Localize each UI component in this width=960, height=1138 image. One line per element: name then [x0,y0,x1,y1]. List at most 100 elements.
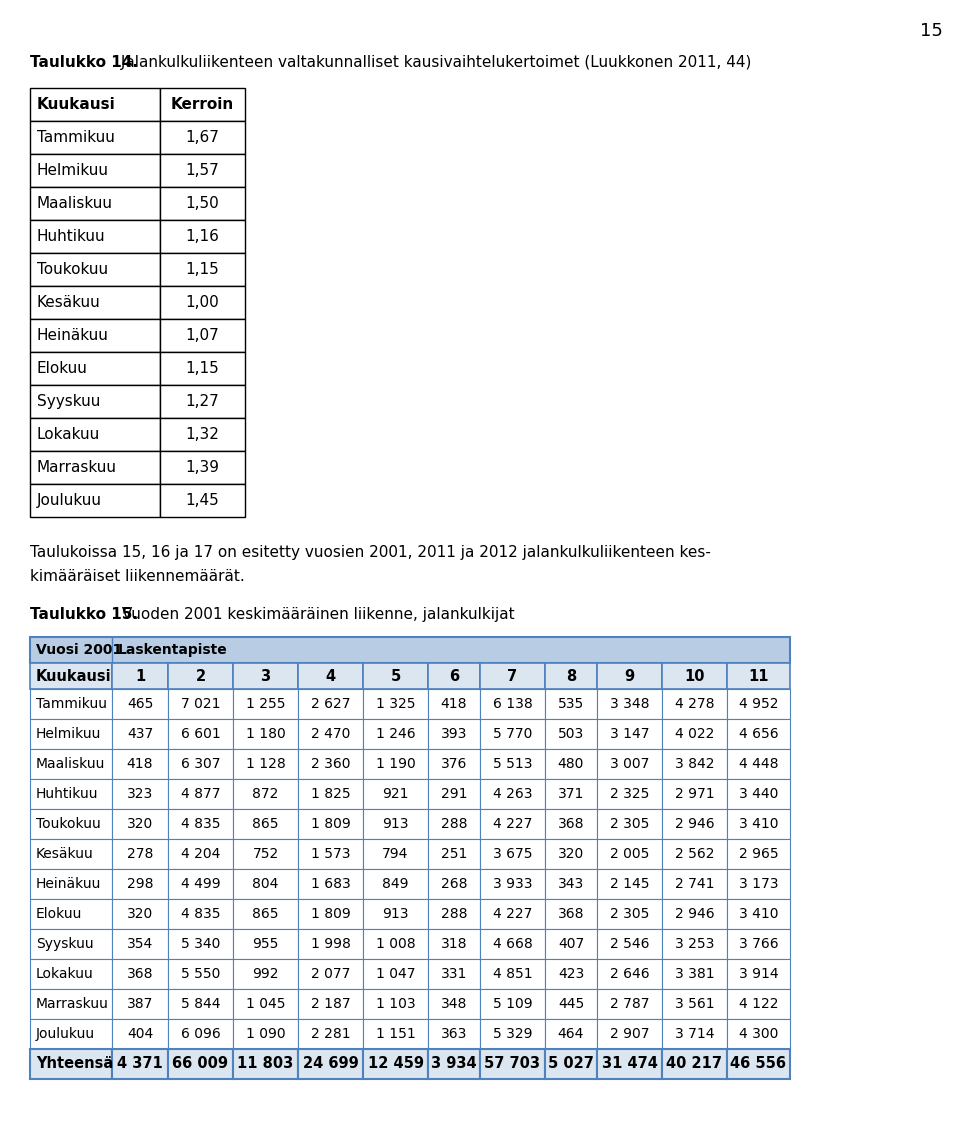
Text: 323: 323 [127,787,154,801]
Bar [662,719,727,749]
Bar [30,484,160,517]
Text: Maaliskuu: Maaliskuu [36,757,106,772]
Text: 348: 348 [441,997,468,1011]
Bar [160,385,245,418]
Text: 3 842: 3 842 [675,757,714,772]
Bar [30,121,160,154]
Text: 3 914: 3 914 [738,967,779,981]
Text: 2 946: 2 946 [675,907,714,921]
Bar [662,780,727,809]
Bar [298,1049,363,1079]
Text: 1 090: 1 090 [246,1026,285,1041]
Text: 872: 872 [252,787,278,801]
Bar [112,780,168,809]
Text: 343: 343 [558,877,584,891]
Text: 1 151: 1 151 [375,1026,416,1041]
Text: 11 803: 11 803 [237,1056,294,1072]
Bar [428,719,480,749]
Bar [597,688,662,719]
Text: 4 877: 4 877 [180,787,220,801]
Text: 15: 15 [920,22,943,40]
Text: Laskentapiste: Laskentapiste [118,643,228,657]
Bar [168,1019,233,1049]
Text: 3 410: 3 410 [739,817,779,831]
Text: Marraskuu: Marraskuu [36,997,108,1011]
Text: Yhteensä: Yhteensä [36,1056,113,1072]
Bar [160,418,245,451]
Bar [112,719,168,749]
Text: Huhtikuu: Huhtikuu [37,229,106,244]
Bar [30,899,112,929]
Text: 4 371: 4 371 [117,1056,163,1072]
Text: 4 656: 4 656 [738,727,779,741]
Text: 1,07: 1,07 [185,328,220,343]
Bar [168,749,233,780]
Bar [480,929,545,959]
Text: 3 440: 3 440 [739,787,779,801]
Text: Lokakuu: Lokakuu [37,427,100,442]
Text: 4 227: 4 227 [492,907,532,921]
Text: 992: 992 [252,967,278,981]
Bar [112,1049,168,1079]
Text: 1,45: 1,45 [185,493,220,508]
Bar [298,780,363,809]
Text: 407: 407 [558,937,584,951]
Bar [363,809,428,839]
Text: 913: 913 [382,907,409,921]
Text: 7: 7 [508,668,517,684]
Text: 288: 288 [441,817,468,831]
Bar [727,959,790,989]
Text: 320: 320 [558,847,584,861]
Bar [168,1049,233,1079]
Text: 1,39: 1,39 [185,460,220,475]
Text: 849: 849 [382,877,409,891]
Bar [30,220,160,253]
Text: 4 300: 4 300 [739,1026,779,1041]
Text: 2 646: 2 646 [610,967,649,981]
Text: 1 246: 1 246 [375,727,416,741]
Text: 368: 368 [558,817,585,831]
Bar [597,989,662,1019]
Bar [363,1049,428,1079]
Text: 4: 4 [325,668,336,684]
Text: 3 348: 3 348 [610,696,649,711]
Text: 3 934: 3 934 [431,1056,477,1072]
Bar [428,989,480,1019]
Bar [363,929,428,959]
Bar [30,929,112,959]
Text: Elokuu: Elokuu [36,907,83,921]
Text: 752: 752 [252,847,278,861]
Text: 1 809: 1 809 [311,817,350,831]
Text: 2 971: 2 971 [675,787,714,801]
Text: 8: 8 [565,668,576,684]
Text: Kuukausi: Kuukausi [37,97,116,112]
Text: Marraskuu: Marraskuu [37,460,117,475]
Text: 5: 5 [391,668,400,684]
Text: 2 562: 2 562 [675,847,714,861]
Bar [160,286,245,319]
Text: Helmikuu: Helmikuu [37,163,109,178]
Bar [545,929,597,959]
Text: 3 766: 3 766 [738,937,779,951]
Bar [298,899,363,929]
Text: 2 325: 2 325 [610,787,649,801]
Bar [597,929,662,959]
Text: 2 546: 2 546 [610,937,649,951]
Text: Helmikuu: Helmikuu [36,727,102,741]
Bar [545,663,597,688]
Bar [168,839,233,869]
Text: 1,32: 1,32 [185,427,220,442]
Bar [727,780,790,809]
Text: 2 741: 2 741 [675,877,714,891]
Text: 4 022: 4 022 [675,727,714,741]
Text: Kesäkuu: Kesäkuu [36,847,94,861]
Bar [298,1019,363,1049]
Text: 31 474: 31 474 [602,1056,658,1072]
Bar [233,989,298,1019]
Text: 393: 393 [441,727,468,741]
Bar [30,418,160,451]
Bar [428,899,480,929]
Text: 4 278: 4 278 [675,696,714,711]
Bar [112,1019,168,1049]
Text: 57 703: 57 703 [485,1056,540,1072]
